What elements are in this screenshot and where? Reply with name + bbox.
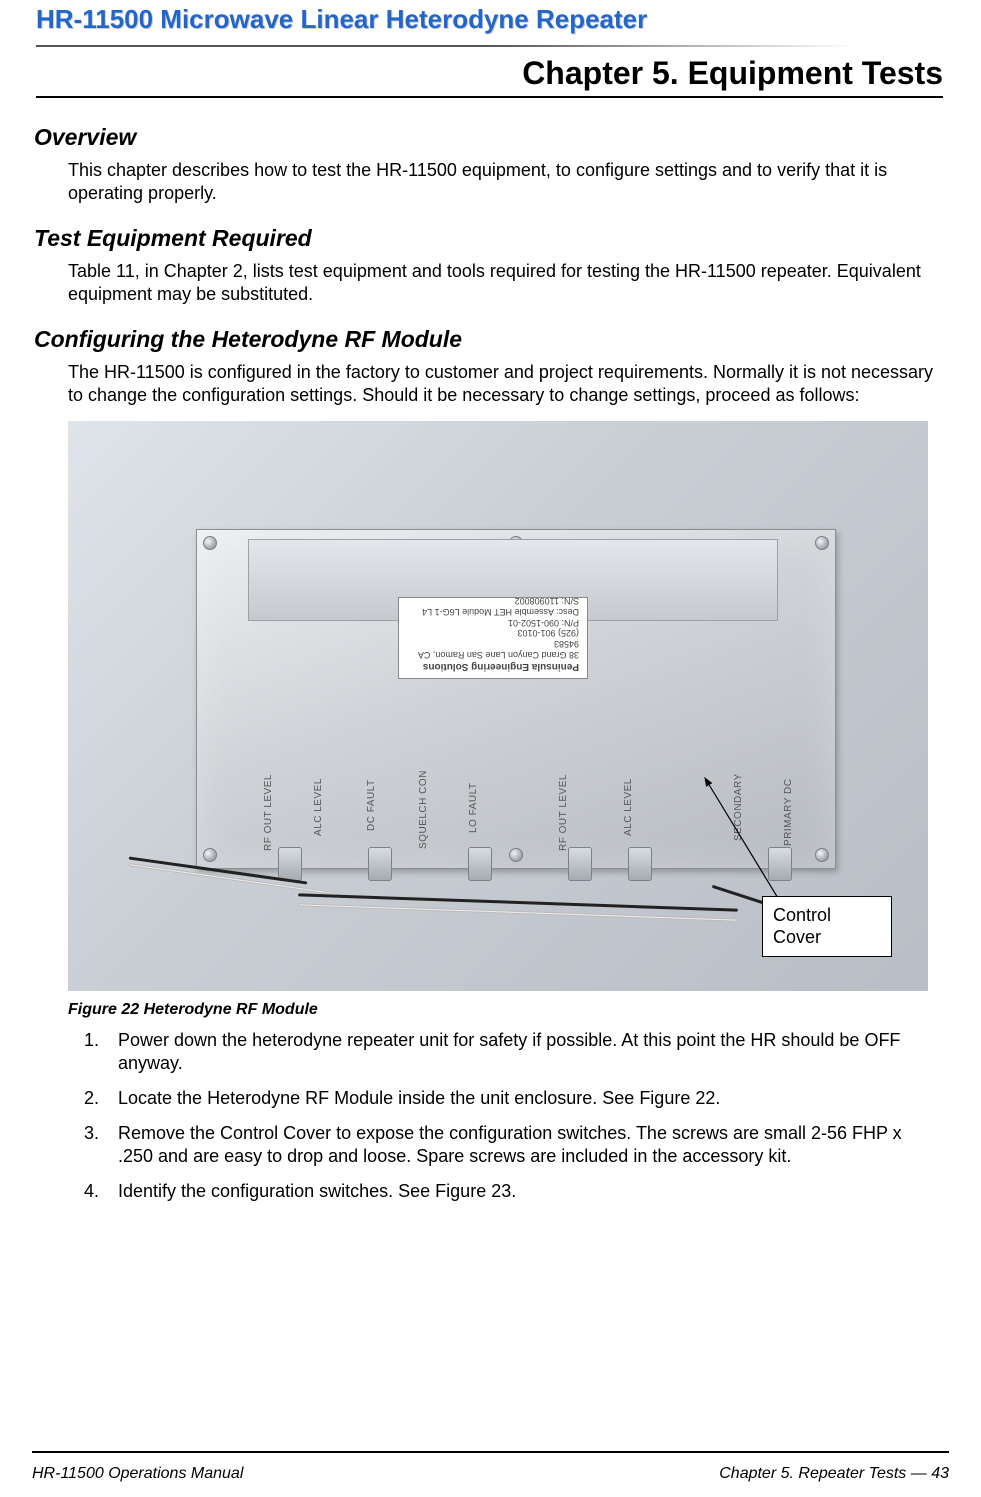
section-heading-testeq: Test Equipment Required xyxy=(34,225,949,252)
port-label: ALC LEVEL xyxy=(313,778,324,836)
step-item: Remove the Control Cover to expose the c… xyxy=(104,1122,941,1168)
overview-text: This chapter describes how to test the H… xyxy=(68,159,941,205)
step-item: Locate the Heterodyne RF Module inside t… xyxy=(104,1087,941,1110)
connector-icon xyxy=(768,847,792,881)
port-label: PRIMARY DC xyxy=(783,779,794,846)
procedure-steps: Power down the heterodyne repeater unit … xyxy=(104,1029,941,1203)
chapter-rule xyxy=(36,96,943,98)
figure-photo: Peninsula Engineering Solutions 38 Grand… xyxy=(68,421,928,991)
config-text: The HR-11500 is configured in the factor… xyxy=(68,361,941,407)
connector-icon xyxy=(468,847,492,881)
page-footer: HR-11500 Operations Manual Chapter 5. Re… xyxy=(32,1465,949,1483)
port-label: RF OUT LEVEL xyxy=(558,774,569,851)
footer-left: HR-11500 Operations Manual xyxy=(32,1465,243,1483)
port-label: SQUELCH CON xyxy=(418,770,429,849)
page: HR-11500 Microwave Linear Heterodyne Rep… xyxy=(0,4,981,1497)
connector-icon xyxy=(368,847,392,881)
figure-caption: Figure 22 Heterodyne RF Module xyxy=(68,1001,949,1019)
port-label: ALC LEVEL xyxy=(623,778,634,836)
module-label-plate: Peninsula Engineering Solutions 38 Grand… xyxy=(398,597,588,679)
connector-icon xyxy=(568,847,592,881)
port-label: SECONDARY xyxy=(733,774,744,842)
footer-rule xyxy=(32,1451,949,1453)
connector-icon xyxy=(278,847,302,881)
doc-title: HR-11500 Microwave Linear Heterodyne Rep… xyxy=(36,4,949,35)
chapter-title: Chapter 5. Equipment Tests xyxy=(32,55,943,92)
testeq-text: Table 11, in Chapter 2, lists test equip… xyxy=(68,260,941,306)
step-item: Power down the heterodyne repeater unit … xyxy=(104,1029,941,1075)
step-item: Identify the configuration switches. See… xyxy=(104,1180,941,1203)
footer-right: Chapter 5. Repeater Tests — 43 xyxy=(719,1465,949,1483)
figure-22: Peninsula Engineering Solutions 38 Grand… xyxy=(68,421,928,991)
port-label: DC FAULT xyxy=(366,780,377,832)
section-heading-overview: Overview xyxy=(34,124,949,151)
port-label: LO FAULT xyxy=(468,783,479,834)
callout-control-cover: Control Cover xyxy=(762,896,892,957)
title-rule xyxy=(36,45,856,47)
port-label: RF OUT LEVEL xyxy=(263,774,274,851)
section-heading-config: Configuring the Heterodyne RF Module xyxy=(34,326,949,353)
connector-icon xyxy=(628,847,652,881)
